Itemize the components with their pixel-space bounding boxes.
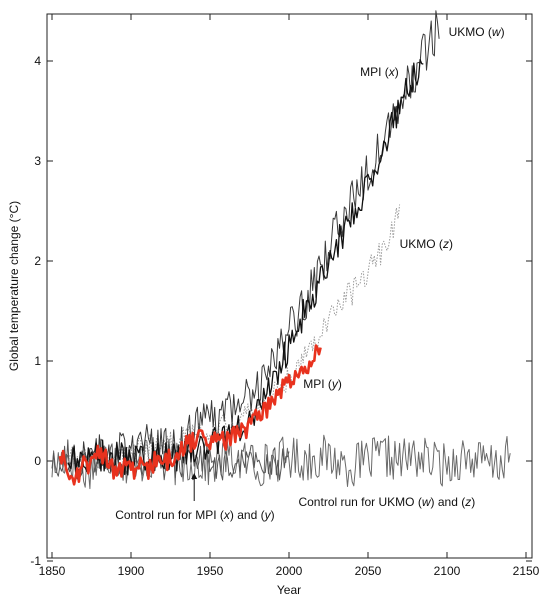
annotation-layer: UKMO (w) MPI (x) UKMO (z) MPI (y) Control ru… <box>115 25 504 522</box>
y-tick-label: 1 <box>34 354 41 368</box>
label-mpi-y: MPI (y) <box>303 377 342 391</box>
x-tick-label: 1850 <box>39 564 66 578</box>
plot-frame <box>46 13 533 559</box>
y-axis-title: Global temperature change (°C) <box>7 201 21 371</box>
axis-ticks: 1850 1900 1950 2000 2050 2100 2150 -1 0 1 2 3 4 <box>30 14 540 578</box>
y-tick-label: 0 <box>34 454 41 468</box>
x-tick-label: 2050 <box>355 564 382 578</box>
annotation-arrow-head <box>191 473 198 479</box>
x-tick-label: 1950 <box>197 564 224 578</box>
x-tick-label: 1900 <box>118 564 145 578</box>
y-tick-label: 4 <box>34 54 41 68</box>
y-tick-label: 3 <box>34 154 41 168</box>
y-tick-label: 2 <box>34 254 41 268</box>
series-line-ukmo-w <box>67 10 440 480</box>
label-ukmo-z: UKMO (z) <box>400 237 453 251</box>
x-tick-label: 2100 <box>434 564 461 578</box>
y-tick-label: -1 <box>30 554 41 568</box>
x-tick-label: 2000 <box>276 564 303 578</box>
label-control-mpi: Control run for MPI (x) and (y) <box>115 508 274 522</box>
series-layer <box>51 10 511 490</box>
series-line-control-ukmo <box>51 434 511 490</box>
label-control-ukmo: Control run for UKMO (w) and (z) <box>298 495 475 509</box>
label-mpi-x: MPI (x) <box>360 65 399 79</box>
x-axis-title: Year <box>277 583 301 597</box>
series-line-mpi-y <box>58 344 322 486</box>
x-tick-label: 2150 <box>513 564 540 578</box>
label-ukmo-w: UKMO (w) <box>449 25 505 39</box>
